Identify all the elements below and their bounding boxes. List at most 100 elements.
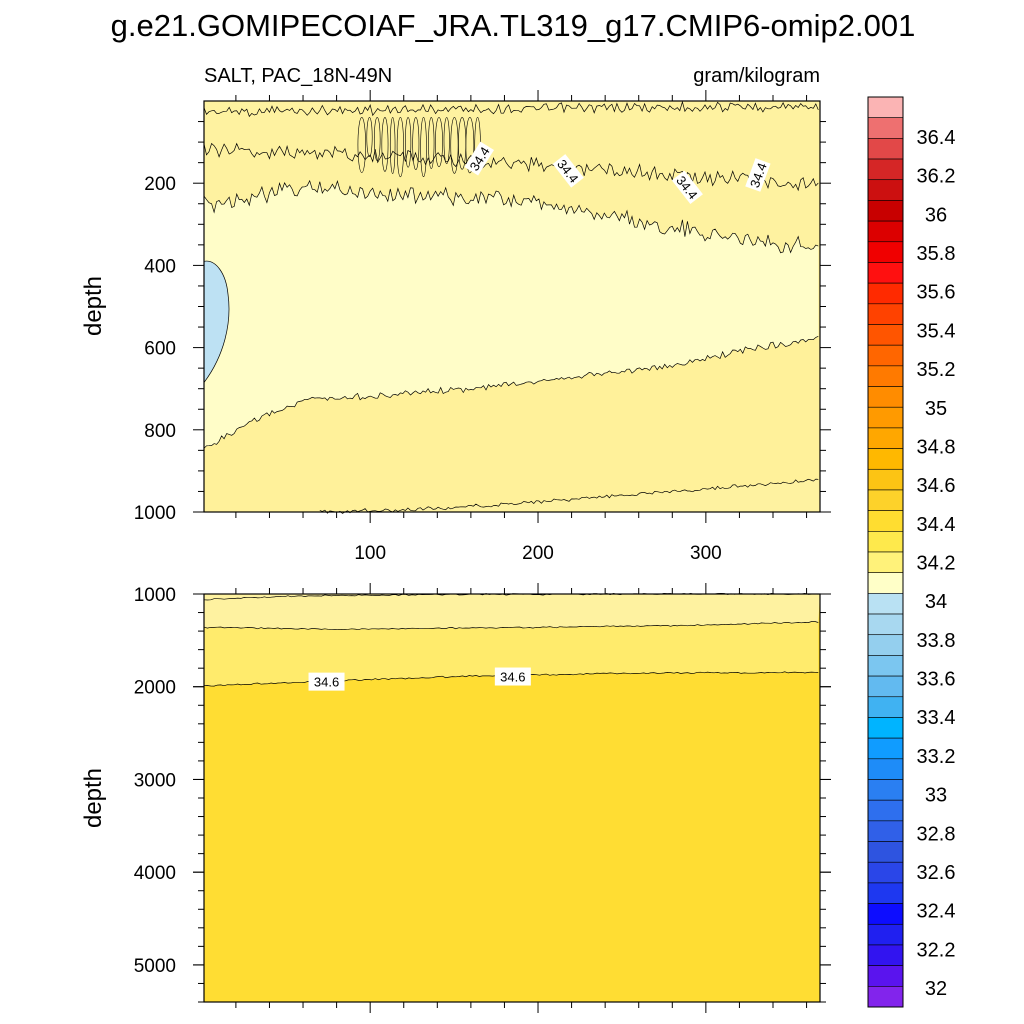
colorbar-label: 36.2 [917,166,956,188]
eddy-contour [405,117,412,168]
y-tick-label: 2000 [134,678,176,699]
colorbar-segment [867,779,904,801]
lower-y-axis-label: depth [80,768,107,828]
y-tick-label: 4000 [134,863,176,884]
x-tick-label: 200 [522,543,554,564]
upper-contour-34.5 [203,142,819,192]
colorbar-segment [867,903,904,925]
colorbar-label: 35.2 [917,359,956,381]
colorbar-segment [867,675,904,698]
colorbar-label: 33 [925,785,947,807]
colorbar-segment [867,799,904,822]
colorbar: 36.4 36.2 36 35.8 35.6 35.4 35.2 35 34.8 34.6 34.4… [867,96,956,1008]
upper-y-axis-label: depth [80,276,107,336]
eddy-contour [428,117,435,169]
colorbar-segment [867,200,904,222]
colorbar-segment [867,820,904,842]
colorbar-segment [867,468,904,491]
colorbar-segment [867,96,904,118]
contour-label-box [671,170,703,205]
colorbar-label: 32 [925,978,947,1000]
colorbar-segment [867,531,904,553]
colorbar-label: 34.4 [917,514,956,536]
colorbar-segment [867,634,904,656]
colorbar-label: 33.6 [917,669,956,691]
colorbar-segment [867,220,904,243]
colorbar-segment [867,882,904,904]
colorbar-segment [867,138,904,160]
chart-title: g.e21.GOMIPECOIAF_JRA.TL319_g17.CMIP6-om… [111,8,916,43]
colorbar-segment [867,841,904,863]
colorbar-segment [867,572,904,594]
colorbar-label: 36.4 [917,127,956,149]
colorbar-segment [867,406,904,429]
colorbar-label: 32.2 [917,939,956,961]
lower-depth-panel: 34.6 34.6 1000 2000 3000 4000 5000 [134,583,831,1013]
colorbar-segment [867,365,904,387]
x-tick-label: 300 [690,543,722,564]
lower-contour-34.55 [203,621,819,631]
surface-contour [203,100,819,118]
colorbar-label: 35 [925,398,947,420]
colorbar-segment [867,241,904,263]
colorbar-label: 32.4 [917,901,956,923]
colorbar-frame [867,96,904,1008]
colorbar-label: 34.6 [917,475,956,497]
colorbar-segment [867,324,904,346]
colorbar-segment [867,386,904,408]
colorbar-label: 33.8 [917,630,956,652]
colorbar-segment [867,655,904,677]
eddy-contour [412,117,420,171]
colorbar-label: 35.6 [917,282,956,304]
intermediate-layer-fill [204,180,819,449]
colorbar-segment [867,551,904,573]
contour-label-box [464,141,495,176]
contour-label: 34.4 [464,141,495,176]
eddy-contour [465,117,475,174]
y-tick-label: 600 [144,339,176,360]
y-tick-label: 800 [144,421,176,442]
colorbar-segment [867,158,904,181]
colorbar-label: 33.4 [917,707,956,729]
contour-label-text: 34.6 [500,670,525,685]
deep-band-fill [319,479,820,514]
colorbar-segment [867,717,904,739]
contour-label-text: 34.6 [314,675,339,690]
colorbar-segment [867,510,904,532]
contour-label-box [494,667,531,686]
upper-contour-34.3 [203,179,819,254]
contour-label: 34.6 [308,672,345,691]
lower-contour-34.3 [203,335,819,449]
eddy-contour [381,117,389,172]
colorbar-segment [867,944,904,966]
contour-label: 34.6 [494,667,531,686]
colorbar-label: 34.8 [917,436,956,458]
deep-contour-34.5 [319,478,819,514]
colorbar-label: 32.8 [917,823,956,845]
eddy-contour [443,117,450,165]
colorbar-segment [867,696,904,718]
colorbar-segment [867,282,904,305]
lower-upper-band-fill [204,594,820,630]
eddy-contour [420,117,427,178]
eddy-contour [435,117,443,168]
y-tick-label: 400 [144,256,176,277]
y-tick-label: 200 [144,174,176,195]
colorbar-label: 35.8 [917,243,956,265]
eddy-contour [366,117,373,157]
y-tick-label: 1000 [134,585,176,606]
colorbar-segment [867,965,904,987]
contour-label-box [308,672,345,691]
colorbar-label: 33.2 [917,746,956,768]
units-subtitle: gram/kilogram [693,65,820,87]
colorbar-segment [867,262,904,284]
colorbar-label: 32.6 [917,862,956,884]
x-tick-label: 100 [354,543,386,564]
colorbar-segment [867,448,904,470]
colorbar-segment [867,986,904,1008]
colorbar-label: 34.2 [917,553,956,575]
y-tick-label: 3000 [134,770,176,791]
left-subtitle: SALT, PAC_18N-49N [204,65,392,87]
